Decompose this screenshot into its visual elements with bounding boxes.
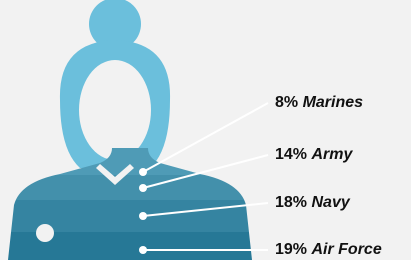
pointer-dot: [139, 212, 147, 220]
item-branch: Air Force: [310, 241, 381, 258]
item-share: 14%: [275, 146, 307, 163]
item-label: 8% Marines: [275, 94, 363, 111]
infographic: 8% Marines 14% Army 18% Navy 19% Air Force: [0, 0, 411, 260]
pointer-dot: [139, 168, 147, 176]
pointer-dot: [139, 184, 147, 192]
item-share: 19%: [275, 241, 307, 258]
item-label: 18% Navy: [275, 194, 351, 211]
item-share: 18%: [275, 194, 307, 211]
item-label: 14% Army: [275, 146, 353, 163]
item-label: 19% Air Force: [275, 241, 382, 258]
pointer-dot: [139, 246, 147, 254]
item-branch: Army: [310, 146, 353, 163]
item-branch: Marines: [303, 94, 364, 111]
item-branch: Navy: [311, 194, 350, 211]
item-share: 8%: [275, 94, 298, 111]
